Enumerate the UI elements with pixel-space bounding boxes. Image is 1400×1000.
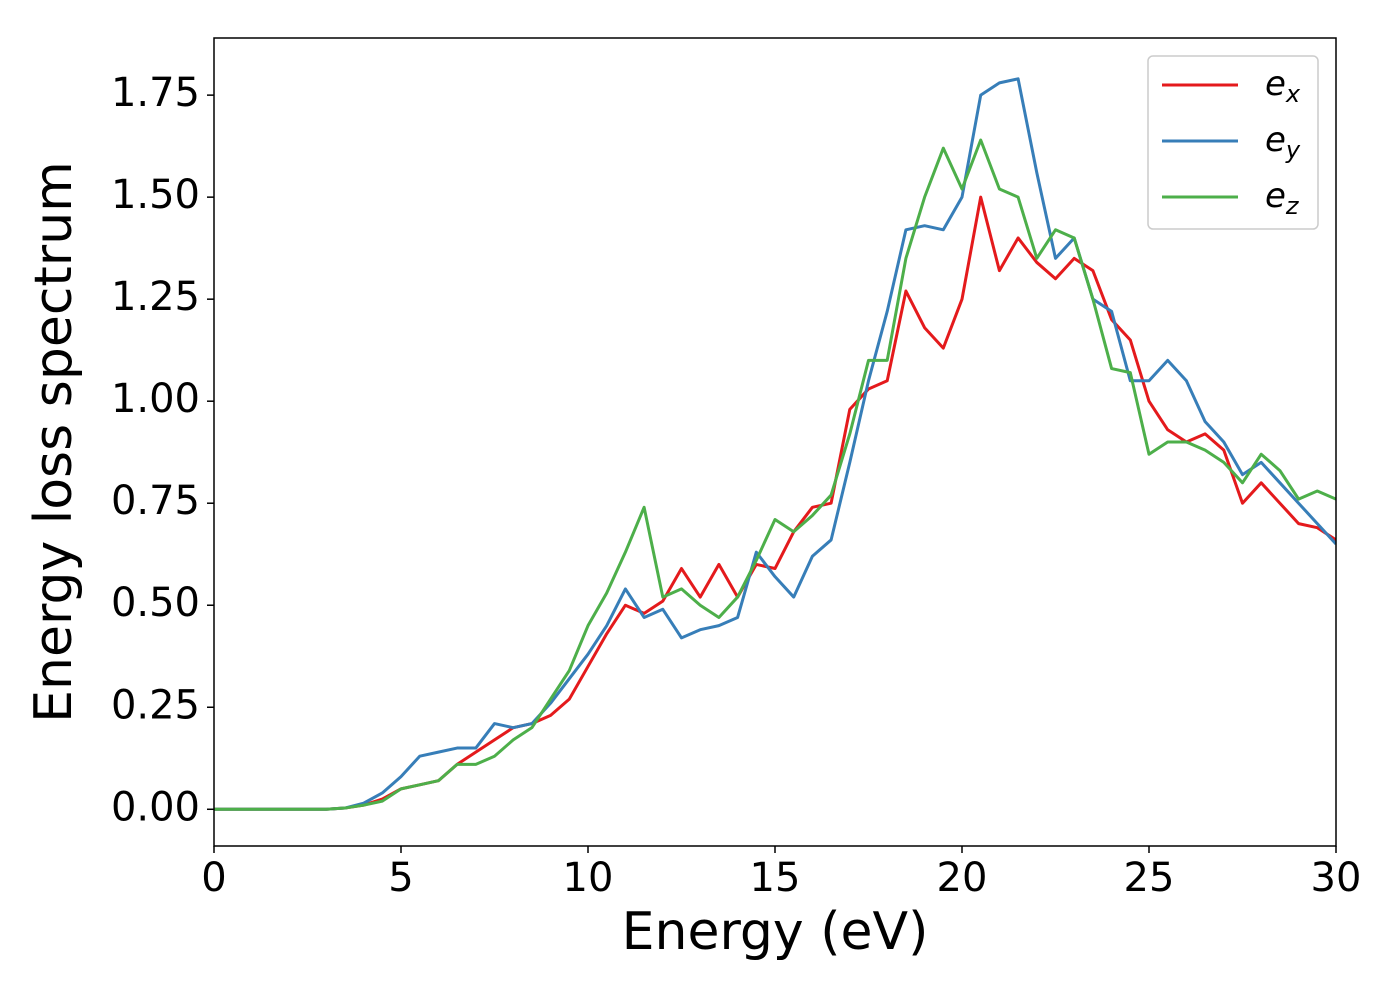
x-tick-label: 0 xyxy=(201,855,226,901)
x-tick-label: 20 xyxy=(937,855,988,901)
y-tick-label: 0.00 xyxy=(111,784,200,830)
legend-label: ex xyxy=(1265,64,1301,109)
x-tick-label: 25 xyxy=(1124,855,1175,901)
x-tick-label: 30 xyxy=(1311,855,1362,901)
x-tick-label: 15 xyxy=(750,855,801,901)
y-axis-label: Energy loss spectrum xyxy=(24,161,84,723)
y-tick-label: 1.75 xyxy=(111,70,200,116)
y-tick-label: 1.00 xyxy=(111,376,200,422)
x-tick-label: 10 xyxy=(563,855,614,901)
series-line xyxy=(214,138,1336,811)
legend-label: ey xyxy=(1265,120,1301,165)
plot-frame xyxy=(213,37,1337,847)
y-tick-label: 0.25 xyxy=(111,682,200,728)
y-tick-label: 1.50 xyxy=(111,172,200,218)
legend-label: ez xyxy=(1265,176,1300,221)
y-tick-label: 0.50 xyxy=(111,580,200,626)
x-tick-label: 5 xyxy=(388,855,413,901)
y-tick-label: 0.75 xyxy=(111,478,200,524)
y-tick-label: 1.25 xyxy=(111,274,200,320)
x-axis-label: Energy (eV) xyxy=(622,902,929,962)
series-line xyxy=(214,77,1336,811)
